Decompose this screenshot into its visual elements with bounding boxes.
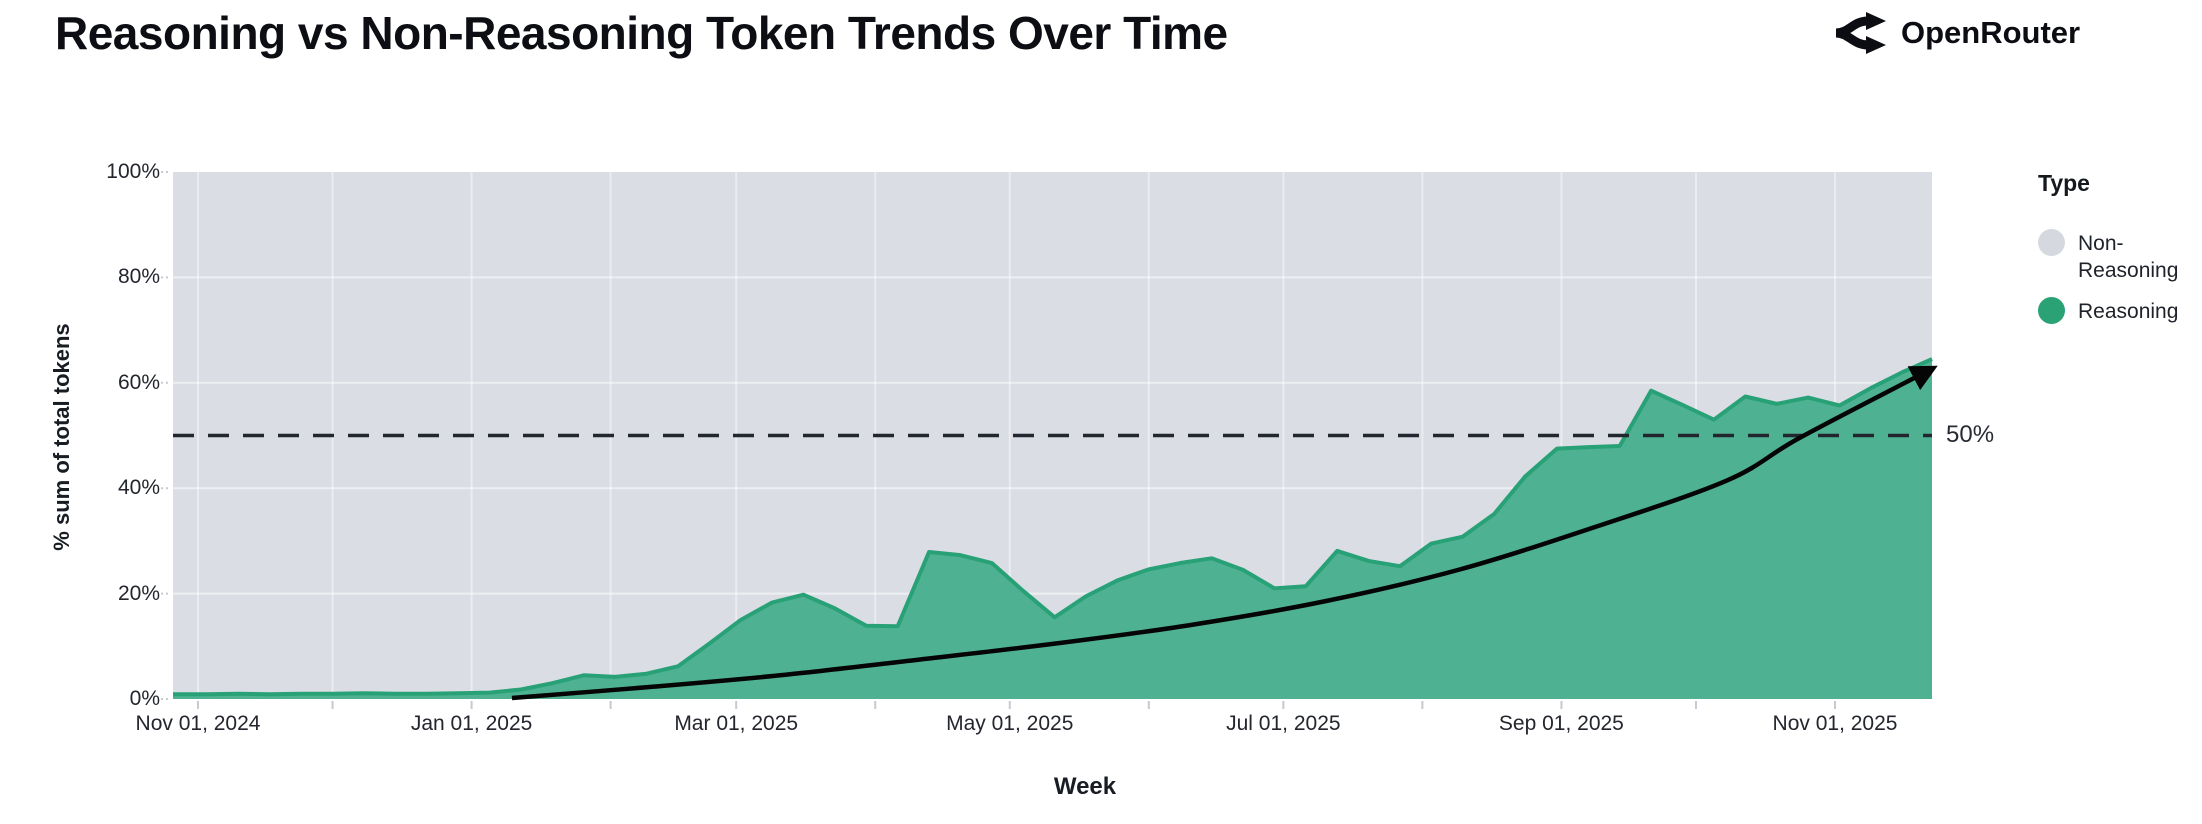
reasoning-area-outline — [173, 357, 1933, 697]
x-tick-label: Nov 01, 2024 — [135, 712, 261, 735]
y-tick-label: 20% — [117, 581, 160, 605]
brand-name: OpenRouter — [1901, 15, 2081, 50]
legend-title: Type — [2038, 170, 2090, 196]
x-tick-label: Nov 01, 2025 — [1772, 712, 1898, 735]
x-tick-label: Mar 01, 2025 — [674, 712, 799, 735]
y-tick-label: 100% — [106, 160, 160, 183]
fifty-percent-annotation: 50% — [1946, 420, 1995, 448]
x-axis-title: Week — [1053, 773, 1117, 800]
legend-item-non-reasoning[interactable]: Non-Reasoning — [2038, 229, 2198, 285]
y-axis-title: % sum of total tokens — [49, 323, 74, 551]
openrouter-logo-icon — [1833, 10, 1887, 56]
legend-label: Non-Reasoning — [2078, 232, 2179, 282]
legend: Type Non-Reasoning Reasoning — [2038, 170, 2198, 340]
y-tick-label: 0% — [129, 687, 160, 710]
y-tick-label: 40% — [117, 476, 160, 500]
y-tick-label: 60% — [117, 370, 160, 394]
page-title: Reasoning vs Non-Reasoning Token Trends … — [55, 7, 1228, 59]
legend-label: Reasoning — [2078, 299, 2179, 323]
x-tick-label: Jan 01, 2025 — [410, 712, 533, 735]
y-tick-label: 80% — [117, 265, 160, 289]
reasoning-swatch-icon — [2038, 296, 2065, 324]
reasoning-area — [173, 359, 1932, 699]
x-tick-label: May 01, 2025 — [946, 712, 1074, 735]
legend-item-reasoning[interactable]: Reasoning — [2038, 296, 2198, 326]
openrouter-brand: OpenRouter — [1833, 10, 2080, 56]
trend-arrow — [511, 365, 1938, 701]
x-tick-label: Jul 01, 2025 — [1226, 712, 1341, 735]
x-tick-label: Sep 01, 2025 — [1498, 712, 1624, 735]
non-reasoning-swatch-icon — [2038, 229, 2065, 256]
